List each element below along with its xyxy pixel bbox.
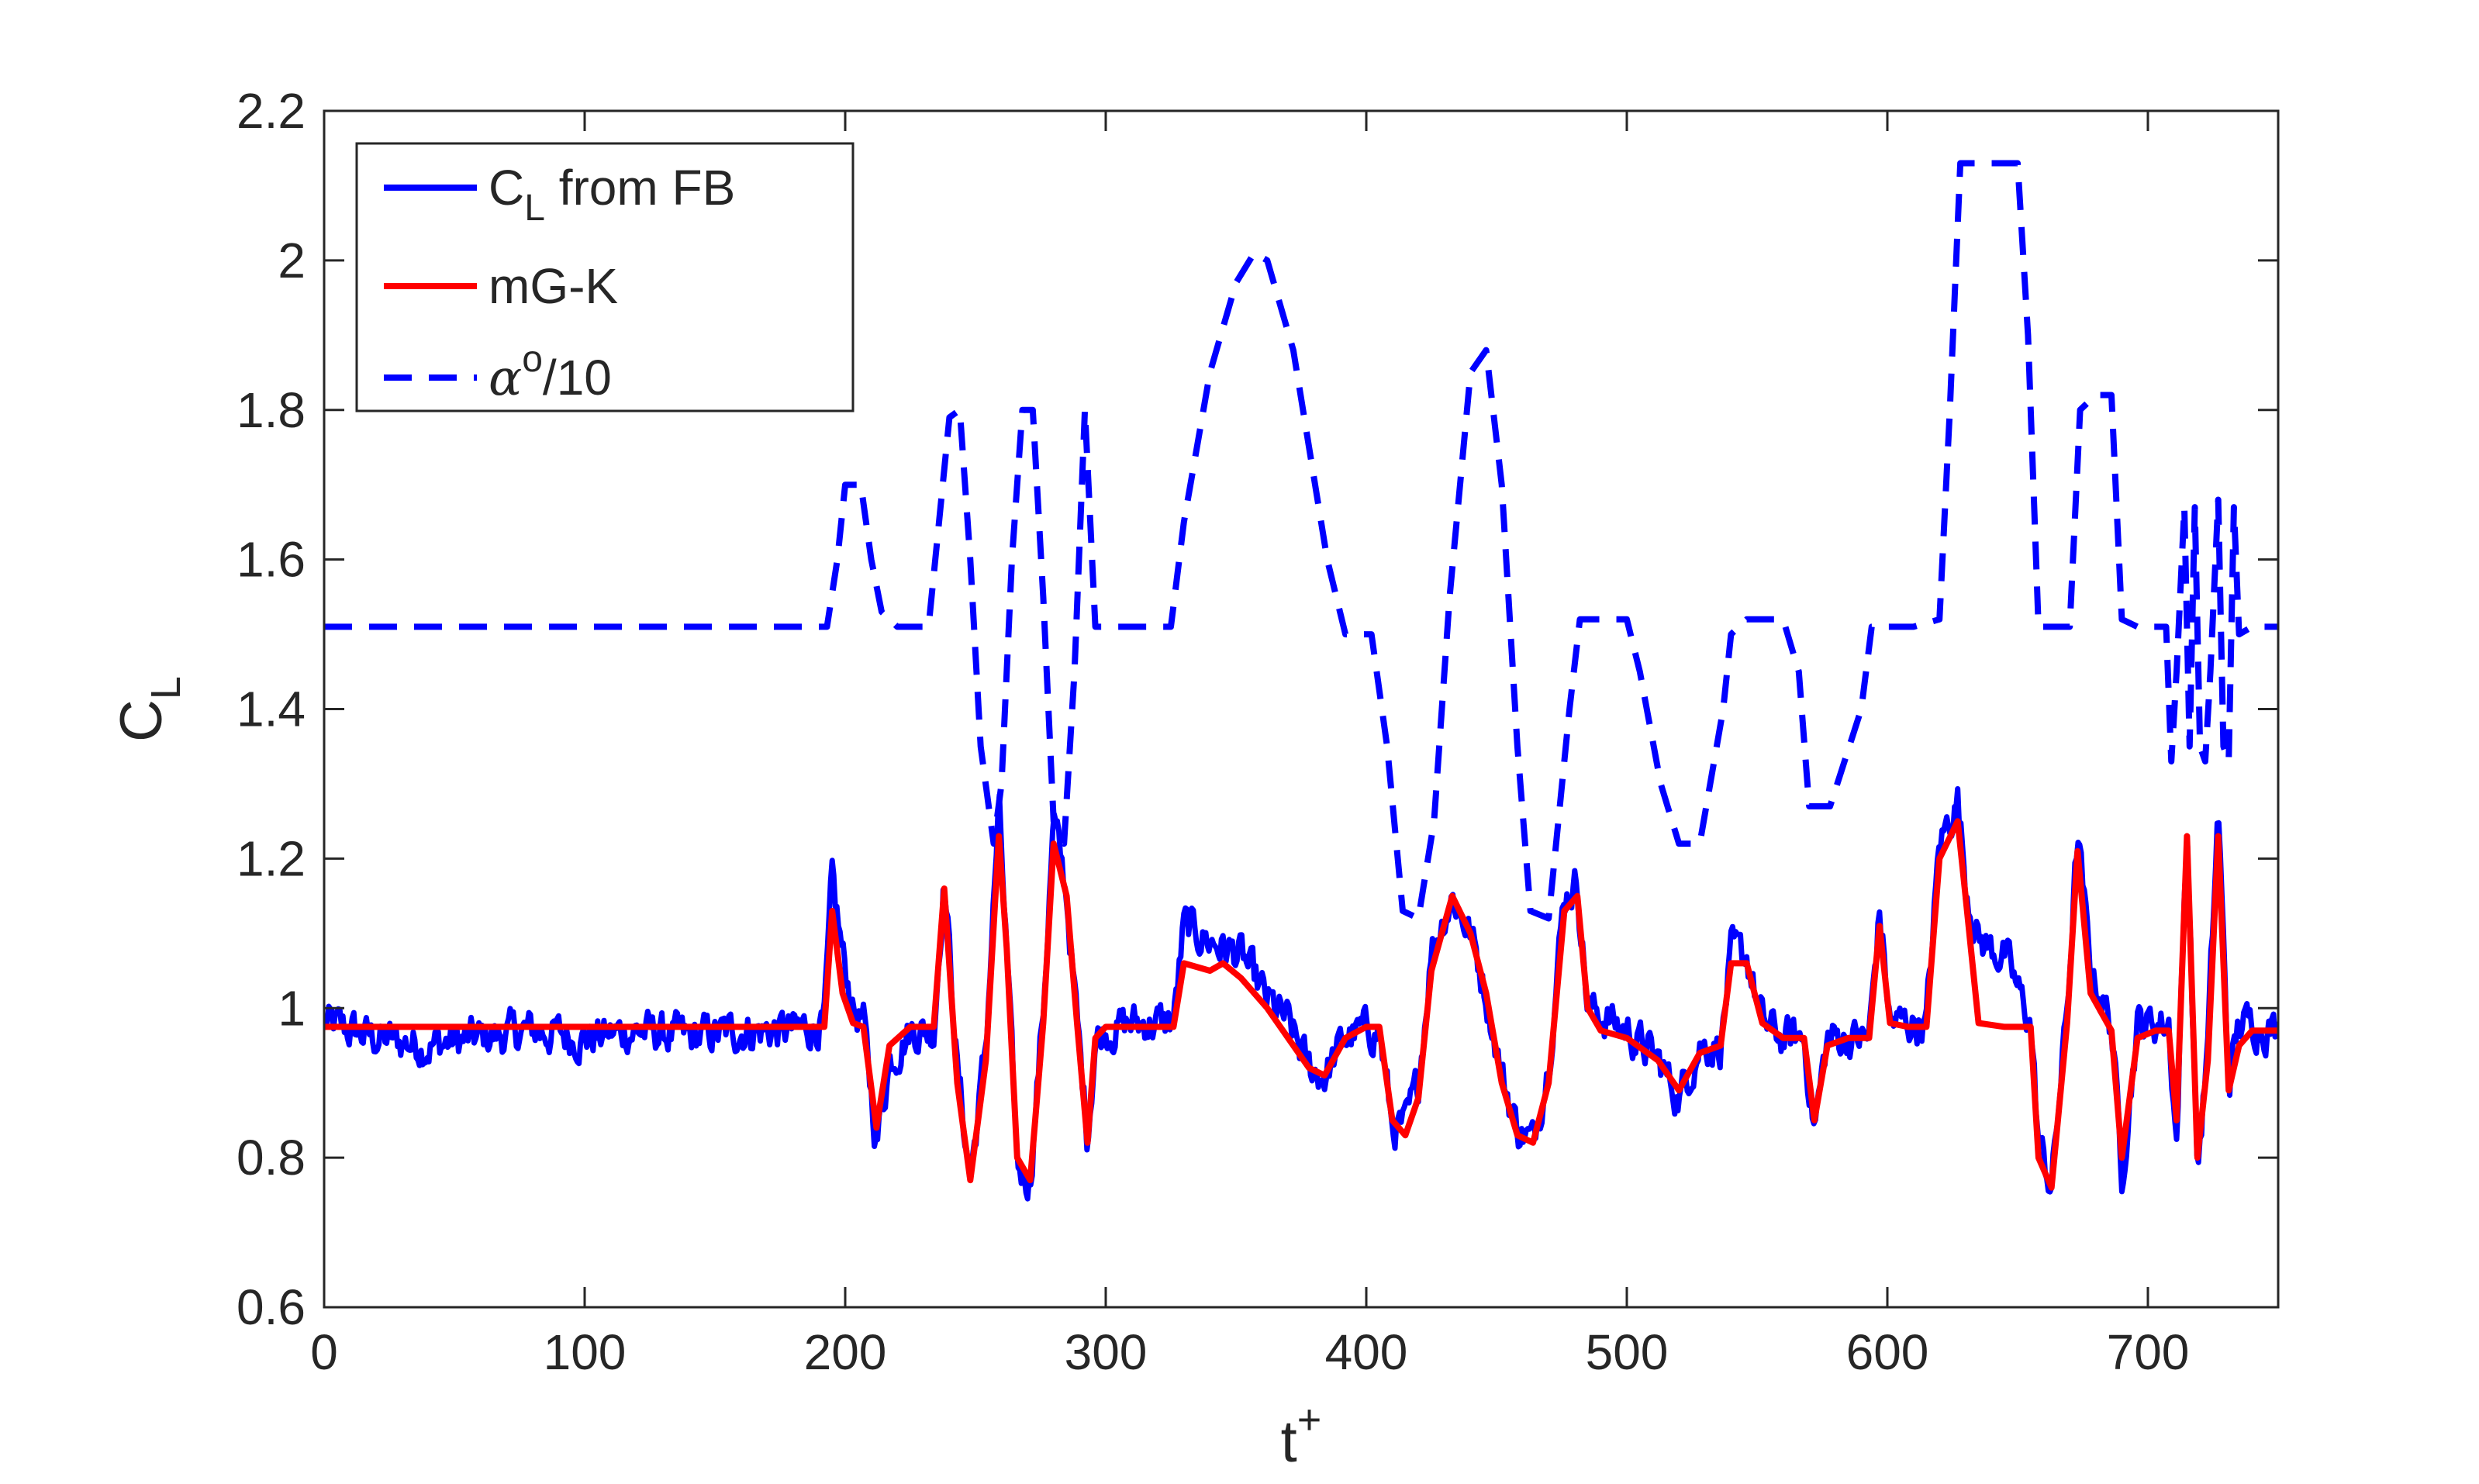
x-tick-label: 700 (2107, 1324, 2190, 1380)
legend-entry-label: αo/10 (489, 339, 612, 407)
x-tick-label: 100 (544, 1324, 627, 1380)
y-axis-label: CL (109, 676, 189, 742)
y-tick-label: 2 (278, 233, 306, 288)
y-tick-label: 0.8 (237, 1130, 306, 1185)
y-tick-label: 1 (278, 980, 306, 1036)
axes-layer: 0 100 200 300 400 500 600 700 0.6 0.8 1 1.2 1.4 1.6 1.… (109, 83, 2280, 1475)
y-tick-label: 1.6 (237, 532, 306, 588)
legend-entry-label: mG-K (489, 258, 618, 314)
x-tick-label: 200 (804, 1324, 887, 1380)
y-tick-label: 2.2 (237, 83, 306, 139)
legend-entry-label: CL from FB (489, 160, 735, 229)
series-line-2 (324, 160, 2278, 922)
x-axis-label: t+ (1281, 1396, 1322, 1475)
x-tick-label: 0 (310, 1324, 338, 1380)
legend: CL from FB mG-K αo/10 (355, 142, 855, 412)
x-tick-label: 300 (1065, 1324, 1148, 1380)
series-line-1 (324, 818, 2278, 1191)
y-tick-label: 0.6 (237, 1279, 306, 1335)
y-tick-label: 1.4 (237, 682, 306, 737)
series-layer (324, 160, 2278, 1202)
x-tick-label: 500 (1586, 1324, 1669, 1380)
x-tick-label: 600 (1846, 1324, 1929, 1380)
y-tick-label: 1.8 (237, 382, 306, 438)
x-tick-label: 400 (1325, 1324, 1408, 1380)
y-tick-label: 1.2 (237, 830, 306, 886)
